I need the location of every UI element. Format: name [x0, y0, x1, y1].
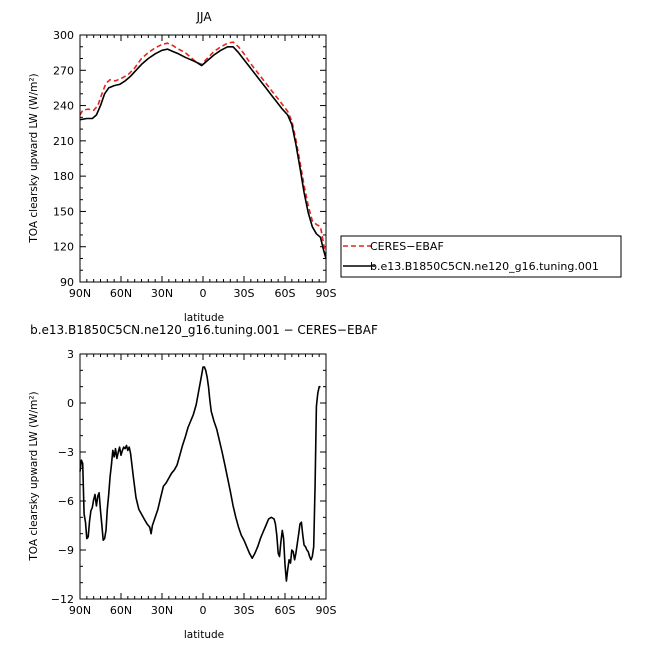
- top-plot-frame: [79, 34, 327, 283]
- top-x-tick-label: 0: [200, 287, 207, 300]
- top-y-tick-label: 270: [53, 64, 74, 77]
- top-x-tick-label: 30N: [151, 287, 173, 300]
- top-series-line-0: [79, 41, 327, 259]
- bottom-panel-title: b.e13.B1850C5CN.ne120_g16.tuning.001 − C…: [30, 323, 378, 337]
- bottom-y-tick-label: −3: [58, 446, 74, 459]
- bottom-x-tick-label: 60N: [110, 604, 132, 617]
- bottom-panel-ylabel: TOA clearsky upward LW (W/m²): [28, 391, 40, 561]
- top-y-tick-label: 240: [53, 100, 74, 113]
- bottom-panel: b.e13.B1850C5CN.ne120_g16.tuning.001 − C…: [28, 323, 378, 641]
- top-y-tick-label: 90: [60, 276, 74, 289]
- legend-box: [340, 235, 622, 278]
- bottom-plot-area: 90N 60N 30N 0 30S 60S 90S −12 −9 −6 −3 0 3: [51, 348, 337, 617]
- top-x-tick-label: 60S: [275, 287, 296, 300]
- bottom-y-tick-label: 0: [67, 397, 74, 410]
- top-series-line-1: [79, 46, 327, 259]
- top-panel-title: JJA: [195, 10, 212, 24]
- top-x-tick-label: 90N: [69, 287, 91, 300]
- bottom-x-tick-label: 0: [200, 604, 207, 617]
- bottom-x-tick-label: 30N: [151, 604, 173, 617]
- top-y-tick-label: 210: [53, 135, 74, 148]
- legend-label-model: b.e13.B1850C5CN.ne120_g16.tuning.001: [370, 260, 599, 273]
- bottom-x-tick-label: 90S: [316, 604, 337, 617]
- bottom-x-tick-label: 60S: [275, 604, 296, 617]
- bottom-panel-xlabel: latitude: [184, 629, 224, 641]
- bottom-y-tick-label: −6: [58, 495, 74, 508]
- bottom-y-tick-label: −12: [51, 593, 74, 606]
- top-x-tick-label: 60N: [110, 287, 132, 300]
- top-panel-xlabel: latitude: [184, 312, 224, 324]
- bottom-plot-frame: [79, 353, 327, 600]
- bottom-x-tick-label: 90N: [69, 604, 91, 617]
- legend-label-ceres: CERES−EBAF: [370, 240, 444, 253]
- legend: CERES−EBAF b.e13.B1850C5CN.ne120_g16.tun…: [340, 235, 622, 278]
- top-panel-ylabel: TOA clearsky upward LW (W/m²): [28, 73, 40, 243]
- bottom-y-tick-label: 3: [67, 348, 74, 361]
- top-x-tick-label: 30S: [234, 287, 255, 300]
- top-y-tick-label: 180: [53, 170, 74, 183]
- top-panel: JJA TOA clearsky upward LW (W/m²) latitu…: [28, 10, 337, 324]
- top-y-tick-label: 120: [53, 241, 74, 254]
- top-plot-area: 90N 60N 30N 0 30S 60S 90S 90 120 150 180 210 240 270 3…: [53, 29, 337, 300]
- top-x-tick-label: 90S: [316, 287, 337, 300]
- top-y-tick-label: 300: [53, 29, 74, 42]
- bottom-x-tick-label: 30S: [234, 604, 255, 617]
- top-y-tick-label: 150: [53, 205, 74, 218]
- bottom-y-tick-label: −9: [58, 544, 74, 557]
- bottom-series-line-0: [79, 366, 321, 582]
